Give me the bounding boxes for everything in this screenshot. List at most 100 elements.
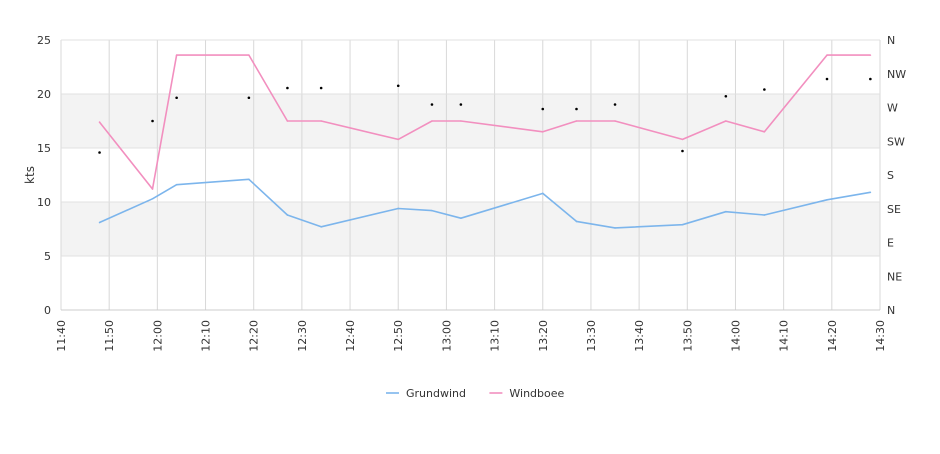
direction-point xyxy=(430,103,434,106)
series-lines xyxy=(98,54,872,229)
data-point-windboee xyxy=(725,120,727,122)
legend-item-windboee: Windboee xyxy=(489,387,565,400)
direction-point xyxy=(869,77,872,81)
data-point-windboee xyxy=(681,138,684,141)
legend-label-windboee: Windboee xyxy=(509,387,564,400)
direction-tick-label: N xyxy=(887,304,895,317)
data-point-windboee xyxy=(541,131,544,133)
data-point-windboee xyxy=(826,54,828,56)
plot-band xyxy=(61,202,880,256)
x-tick-label: 12:10 xyxy=(200,320,213,352)
x-tick-label: 13:30 xyxy=(585,320,598,352)
direction-point xyxy=(98,151,101,154)
y-axis-left: 0 5 10 15 20 25 xyxy=(37,34,51,317)
data-point-windboee xyxy=(175,54,178,56)
data-point-windboee xyxy=(151,188,154,190)
data-point-grundwind xyxy=(175,183,178,186)
direction-point xyxy=(825,77,829,81)
data-point-grundwind xyxy=(431,209,433,212)
direction-tick-label: E xyxy=(887,237,894,250)
direction-point xyxy=(175,96,178,100)
x-tick-label: 11:40 xyxy=(55,320,68,352)
data-point-windboee xyxy=(763,131,766,133)
x-tick-label: 12:00 xyxy=(151,320,164,352)
data-point-windboee xyxy=(286,120,289,122)
y-tick-label: 20 xyxy=(37,88,51,101)
data-point-grundwind xyxy=(397,207,400,210)
data-point-grundwind xyxy=(248,178,250,181)
data-point-grundwind xyxy=(681,223,684,226)
direction-tick-label: SW xyxy=(887,135,905,148)
data-point-grundwind xyxy=(320,226,322,228)
direction-tick-label: W xyxy=(887,102,898,115)
plot-bands xyxy=(61,94,880,256)
direction-point xyxy=(724,94,728,98)
direction-point xyxy=(575,107,578,111)
direction-point xyxy=(286,86,289,90)
x-axis: 11:40 11:50 12:00 12:10 12:20 12:30 12:40 12:50… xyxy=(55,309,887,352)
x-tick-label: 14:00 xyxy=(729,320,742,352)
x-tick-label: 14:10 xyxy=(778,320,791,352)
plot-band xyxy=(61,94,880,148)
direction-tick-label: NE xyxy=(887,270,902,283)
data-point-grundwind xyxy=(763,214,766,216)
y-tick-label: 10 xyxy=(37,196,51,209)
direction-points xyxy=(98,77,872,154)
data-point-grundwind xyxy=(541,192,544,195)
y-tick-label: 0 xyxy=(44,304,51,317)
legend: Grundwind Windboee xyxy=(386,387,565,400)
x-tick-label: 12:30 xyxy=(296,320,309,352)
direction-point xyxy=(541,107,545,111)
legend-label-grundwind: Grundwind xyxy=(406,387,466,400)
data-point-windboee xyxy=(431,120,433,122)
x-tick-label: 13:50 xyxy=(681,320,694,352)
data-point-grundwind xyxy=(151,197,154,200)
data-point-grundwind xyxy=(869,191,872,194)
data-point-windboee xyxy=(869,54,872,56)
legend-item-grundwind: Grundwind xyxy=(386,387,466,400)
data-point-windboee xyxy=(98,121,101,123)
y-axis-title: kts xyxy=(23,166,37,184)
data-point-grundwind xyxy=(725,210,727,213)
direction-point xyxy=(763,88,766,91)
data-point-grundwind xyxy=(826,199,828,201)
direction-tick-label: SE xyxy=(887,203,901,216)
direction-point xyxy=(681,149,684,153)
data-point-windboee xyxy=(320,120,322,122)
grid-lines xyxy=(60,39,881,311)
x-tick-label: 11:50 xyxy=(103,320,116,352)
x-tick-label: 13:20 xyxy=(537,320,550,352)
direction-point xyxy=(319,86,323,90)
direction-point xyxy=(459,103,463,106)
direction-tick-label: NW xyxy=(887,68,906,81)
direction-point xyxy=(151,119,154,123)
x-tick-label: 13:40 xyxy=(633,320,646,352)
x-tick-label: 12:40 xyxy=(344,320,357,352)
direction-point xyxy=(396,84,400,88)
x-tick-label: 12:20 xyxy=(248,320,261,352)
direction-tick-label: N xyxy=(887,34,895,47)
x-tick-label: 13:00 xyxy=(440,320,453,352)
data-point-grundwind xyxy=(98,221,101,224)
data-point-windboee xyxy=(575,120,578,122)
direction-point xyxy=(247,96,251,100)
data-point-windboee xyxy=(248,54,250,56)
x-tick-label: 14:30 xyxy=(874,320,887,352)
data-point-windboee xyxy=(397,138,400,141)
x-tick-label: 13:10 xyxy=(489,320,502,352)
y-tick-label: 5 xyxy=(44,250,51,263)
data-point-grundwind xyxy=(575,220,578,223)
data-point-grundwind xyxy=(286,214,289,216)
data-point-windboee xyxy=(460,120,462,122)
data-point-grundwind xyxy=(614,227,616,229)
y-tick-label: 15 xyxy=(37,142,51,155)
direction-tick-label: S xyxy=(887,169,894,182)
direction-point xyxy=(613,103,617,106)
x-tick-label: 12:50 xyxy=(392,320,405,352)
data-point-grundwind xyxy=(460,217,462,219)
y-tick-label: 25 xyxy=(37,34,51,47)
y-axis-right: N NE E SE S SW W NW N xyxy=(887,34,906,317)
x-tick-label: 14:20 xyxy=(826,320,839,352)
